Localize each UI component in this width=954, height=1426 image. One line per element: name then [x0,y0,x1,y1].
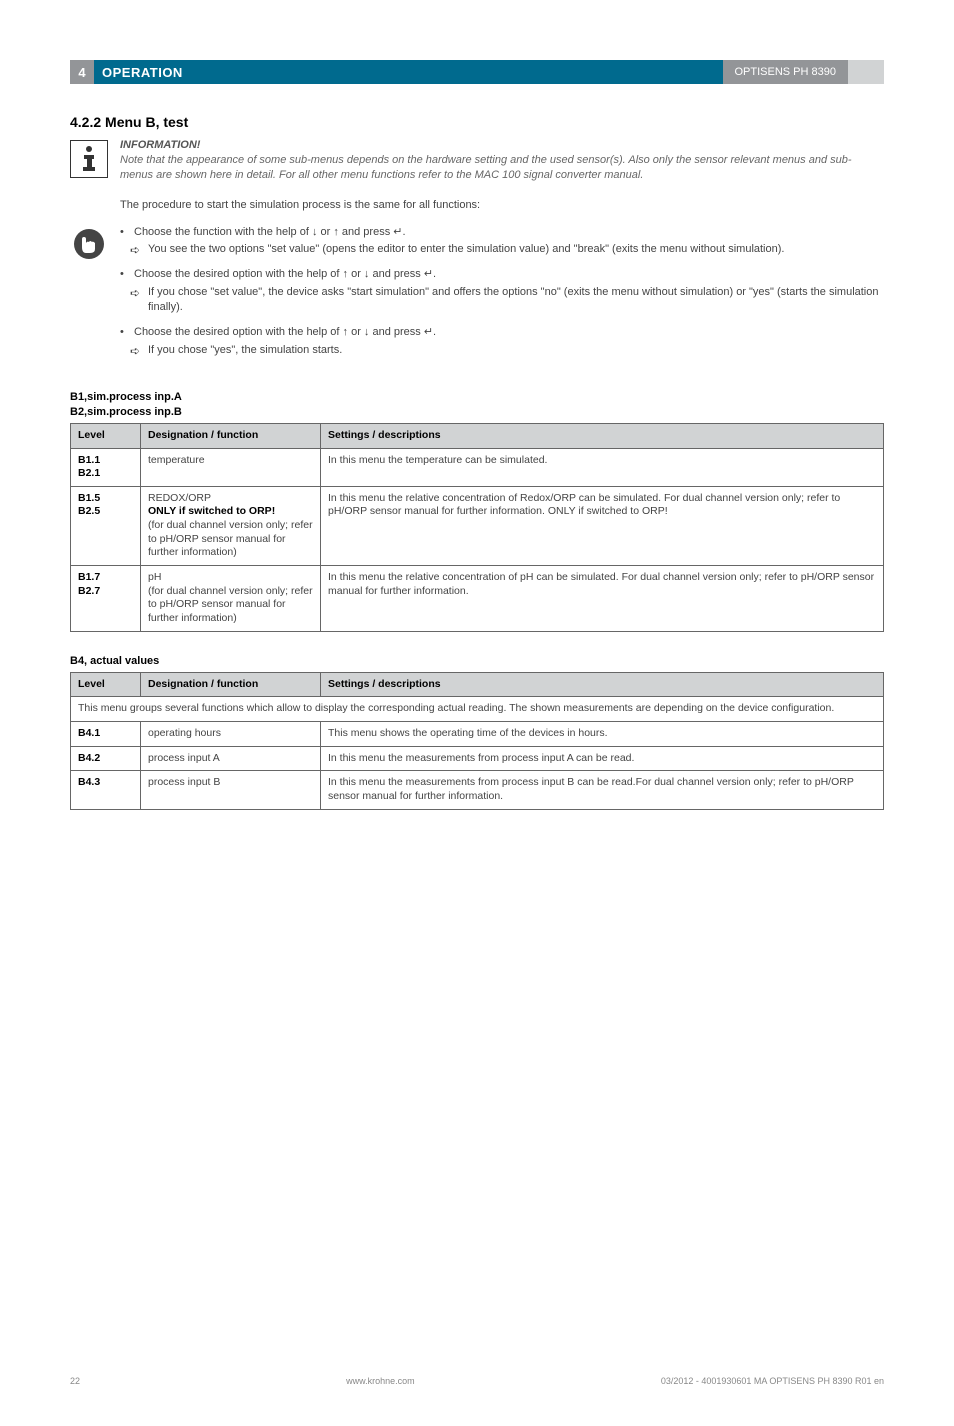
col-level: Level [71,423,141,448]
footer-doc: 03/2012 - 4001930601 MA OPTISENS PH 8390… [661,1376,884,1386]
table-b4-heading: B4, actual values [70,654,884,668]
table-b1: Level Designation / function Settings / … [70,423,884,632]
cell-desc: In this menu the relative concentration … [321,565,884,631]
info-text: Note that the appearance of some sub-men… [120,154,852,181]
cell-level: B1.5 B2.5 [71,486,141,565]
info-icon [70,140,108,178]
section-heading: 4.2.2 Menu B, test [70,114,884,130]
header-model: OPTISENS PH 8390 [723,60,849,84]
cell-func: operating hours [141,722,321,747]
step-sub: If you chose "set value", the device ask… [120,285,884,316]
cell-func: REDOX/ORP ONLY if switched to ORP! (for … [141,486,321,565]
table-note: This menu groups several functions which… [71,697,884,722]
steps-block: Choose the function with the help of ↓ o… [70,225,884,369]
col-func: Designation / function [141,423,321,448]
cell-func: pH (for dual channel version only; refer… [141,565,321,631]
page-footer: 22 www.krohne.com 03/2012 - 4001930601 M… [70,1370,884,1386]
func-post: (for dual channel version only; refer to… [148,519,313,558]
info-callout: INFORMATION! Note that the appearance of… [70,138,884,183]
step-sub: You see the two options "set value" (ope… [120,242,884,257]
table-row: B4.1 operating hours This menu shows the… [71,722,884,747]
col-func: Designation / function [141,672,321,697]
header-number: 4 [70,60,94,84]
page-number: 22 [70,1376,100,1386]
footer-url: www.krohne.com [346,1376,415,1386]
cell-desc: In this menu the relative concentration … [321,486,884,565]
func-pre: REDOX/ORP [148,492,211,504]
cell-desc: In this menu the measurements from proce… [321,746,884,771]
steps-list: Choose the function with the help of ↓ o… [120,225,884,369]
intro-text: The procedure to start the simulation pr… [120,199,884,211]
cell-level: B1.1 B2.1 [71,448,141,486]
table-b4: Level Designation / function Settings / … [70,672,884,810]
col-level: Level [71,672,141,697]
header-tail [848,60,884,84]
cell-level: B4.3 [71,771,141,809]
table-row: B4.3 process input B In this menu the me… [71,771,884,809]
table-b1-h1: B1,sim.process inp.A [70,391,182,403]
table-row: B1.5 B2.5 REDOX/ORP ONLY if switched to … [71,486,884,565]
table-row: B4.2 process input A In this menu the me… [71,746,884,771]
header-bar: 4 OPERATION OPTISENS PH 8390 [70,60,884,84]
col-desc: Settings / descriptions [321,423,884,448]
table-row: B1.1 B2.1 temperature In this menu the t… [71,448,884,486]
header-title: OPERATION [94,60,723,84]
func-pre: pH [148,571,161,583]
cell-level: B4.1 [71,722,141,747]
cell-desc: This menu shows the operating time of th… [321,722,884,747]
step-main: Choose the function with the help of ↓ o… [120,225,884,240]
table-b1-h2: B2,sim.process inp.B [70,406,182,418]
info-body: INFORMATION! Note that the appearance of… [120,138,884,183]
cell-func: process input B [141,771,321,809]
col-desc: Settings / descriptions [321,672,884,697]
cell-level: B1.7 B2.7 [71,565,141,631]
hand-icon [70,227,108,265]
info-title: INFORMATION! [120,139,200,151]
func-bold: ONLY if switched to ORP! [148,505,275,517]
step-sub: If you chose "yes", the simulation start… [120,343,884,358]
func-post: (for dual channel version only; refer to… [148,585,313,624]
cell-desc: In this menu the temperature can be simu… [321,448,884,486]
step-main: Choose the desired option with the help … [120,267,884,282]
cell-func: process input A [141,746,321,771]
cell-level: B4.2 [71,746,141,771]
table-row: B1.7 B2.7 pH (for dual channel version o… [71,565,884,631]
table-b1-heading: B1,sim.process inp.A B2,sim.process inp.… [70,390,884,419]
cell-func: temperature [141,448,321,486]
step-main: Choose the desired option with the help … [120,325,884,340]
table-note-row: This menu groups several functions which… [71,697,884,722]
cell-desc: In this menu the measurements from proce… [321,771,884,809]
